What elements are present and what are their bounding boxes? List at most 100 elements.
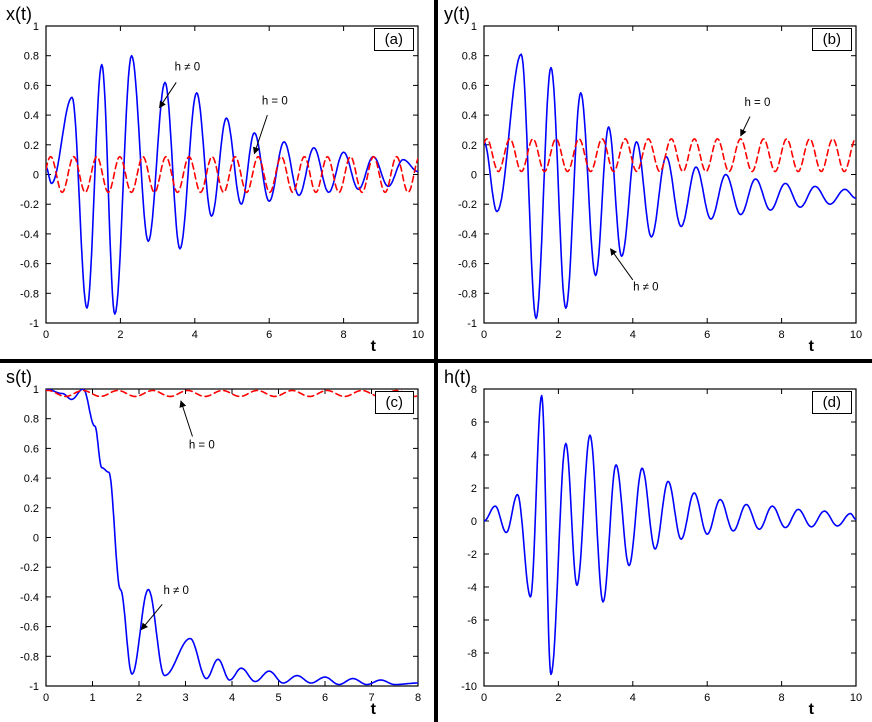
y-tick-label: -10 (461, 681, 477, 693)
y-tick-label: 0 (471, 516, 477, 528)
x-tick-label: 10 (850, 329, 862, 341)
y-tick-label: -0.8 (20, 288, 39, 300)
x-tick-label: 4 (630, 692, 636, 704)
x-tick-label: 0 (481, 692, 487, 704)
x-tick-label: 8 (415, 692, 421, 704)
series-b-h-not-0 (484, 53, 856, 320)
panel-d: 0 2 4 6 8 10 -10 -8 -6 -4 -2 0 2 4 6 8 h(t) t (d) (438, 363, 872, 722)
y-tick-label: -4 (467, 582, 477, 594)
plot-d-svg: 0 2 4 6 8 10 -10 -8 -6 -4 -2 0 2 4 6 8 (461, 384, 862, 704)
y-tick-label: -0.6 (20, 622, 39, 634)
y-tick-label: -8 (467, 648, 477, 660)
panel-a: 0 2 4 6 8 10 -1 -0.8 -0.6 -0.4 -0.2 0 0.2 0.4 0.6 0.8 1 h… (0, 0, 434, 359)
y-axis-label-d: h(t) (444, 367, 471, 387)
y-axis-label-c: s(t) (6, 367, 32, 387)
y-tick-label: -1 (29, 318, 39, 330)
x-tick-label: 8 (341, 329, 347, 341)
plot-a-svg: 0 2 4 6 8 10 -1 -0.8 -0.6 -0.4 -0.2 0 0.2 0.4 0.6 0.8 1 h… (20, 21, 424, 341)
plot-b-svg: 0 2 4 6 8 10 -1 -0.8 -0.6 -0.4 -0.2 0 0.2 0.4 0.6 0.8 1 h… (458, 21, 862, 341)
plot-canvas-c: 0 1 2 3 4 5 6 7 8 -1 -0.8 -0.6 -0.4 -0.2 0 0.2 0.4 0.6 0.8… (0, 363, 434, 722)
y-tick-label: 0 (33, 533, 39, 545)
y-tick-label: -6 (467, 615, 477, 627)
y-tick-label: -1 (467, 318, 477, 330)
annotation-label: h ≠ 0 (633, 281, 659, 293)
y-tick-label: 1 (471, 21, 477, 33)
y-tick-label: 0.4 (462, 110, 477, 122)
y-tick-label: 0.6 (462, 80, 477, 92)
annotation-label: h = 0 (189, 439, 215, 451)
y-tick-label: -2 (467, 549, 477, 561)
panel-tag-d: (d) (811, 391, 852, 414)
axes-box-c (45, 388, 419, 687)
y-tick-label: 0.8 (462, 51, 477, 63)
series-a-h-equals-0 (46, 155, 418, 194)
x-tick-label: 4 (192, 329, 198, 341)
horizontal-divider (0, 359, 872, 363)
panel-tag-b: (b) (811, 28, 852, 51)
x-tick-label: 2 (555, 692, 561, 704)
x-tick-label: 0 (43, 329, 49, 341)
x-tick-label: 1 (89, 692, 95, 704)
plot-c-svg: 0 1 2 3 4 5 6 7 8 -1 -0.8 -0.6 -0.4 -0.2 0 0.2 0.4 0.6 0.8… (20, 384, 421, 704)
x-tick-label: 6 (322, 692, 328, 704)
x-tick-label: 4 (630, 329, 636, 341)
series-d-h-not-0 (484, 394, 856, 676)
axes-box-d (483, 388, 857, 687)
y-tick-label: -0.8 (20, 651, 39, 663)
y-tick-label: 2 (471, 483, 477, 495)
x-tick-label: 7 (368, 692, 374, 704)
annotation-arrow (179, 400, 193, 437)
panel-b: 0 2 4 6 8 10 -1 -0.8 -0.6 -0.4 -0.2 0 0.2 0.4 0.6 0.8 1 h… (438, 0, 872, 359)
y-tick-label: -0.2 (458, 199, 477, 211)
x-tick-label: 10 (412, 329, 424, 341)
y-tick-label: 0 (471, 170, 477, 182)
x-tick-label: 8 (779, 329, 785, 341)
x-axis-label-b: t (808, 338, 814, 355)
annotation-label: h = 0 (744, 97, 770, 109)
y-tick-label: 1 (33, 384, 39, 396)
series-c-h-equals-0 (46, 389, 418, 398)
x-tick-label: 0 (43, 692, 49, 704)
y-tick-label: 8 (471, 384, 477, 396)
y-tick-label: -0.6 (458, 259, 477, 271)
x-axis-label-a: t (370, 338, 376, 355)
plot-canvas-a: 0 2 4 6 8 10 -1 -0.8 -0.6 -0.4 -0.2 0 0.2 0.4 0.6 0.8 1 h… (0, 0, 434, 359)
y-tick-label: 0.6 (24, 443, 39, 455)
annotation-label: h ≠ 0 (163, 585, 189, 597)
y-tick-label: 0.2 (24, 140, 39, 152)
y-tick-label: 0.2 (24, 503, 39, 515)
x-axis-label-d: t (808, 701, 814, 718)
annotation-label: h = 0 (262, 96, 288, 108)
y-tick-label: -0.2 (20, 562, 39, 574)
x-tick-label: 10 (850, 692, 862, 704)
series-a-h-not-0 (46, 54, 418, 315)
x-tick-label: 3 (182, 692, 188, 704)
y-tick-label: 0.2 (462, 140, 477, 152)
y-tick-label: 1 (33, 21, 39, 33)
x-tick-label: 2 (136, 692, 142, 704)
annotation-arrow (140, 604, 163, 631)
y-tick-label: 0.6 (24, 80, 39, 92)
panel-c: 0 1 2 3 4 5 6 7 8 -1 -0.8 -0.6 -0.4 -0.2 0 0.2 0.4 0.6 0.8… (0, 363, 434, 722)
y-axis-label-a: x(t) (6, 4, 32, 24)
x-tick-label: 6 (704, 692, 710, 704)
y-tick-label: -0.2 (20, 199, 39, 211)
y-tick-label: 0.4 (24, 473, 39, 485)
y-tick-label: -0.4 (458, 229, 477, 241)
x-tick-label: 8 (779, 692, 785, 704)
x-tick-label: 5 (275, 692, 281, 704)
x-tick-label: 6 (266, 329, 272, 341)
series-b-h-equals-0 (484, 138, 856, 173)
x-tick-label: 2 (117, 329, 123, 341)
y-tick-label: 0.8 (24, 414, 39, 426)
x-tick-label: 2 (555, 329, 561, 341)
y-tick-label: 6 (471, 417, 477, 429)
panel-tag-c: (c) (374, 391, 414, 414)
y-axis-label-b: y(t) (444, 4, 470, 24)
y-tick-label: -0.8 (458, 288, 477, 300)
y-tick-label: 0.8 (24, 51, 39, 63)
y-tick-label: 0.4 (24, 110, 39, 122)
y-tick-label: -1 (29, 681, 39, 693)
annotation-arrow (253, 114, 268, 155)
